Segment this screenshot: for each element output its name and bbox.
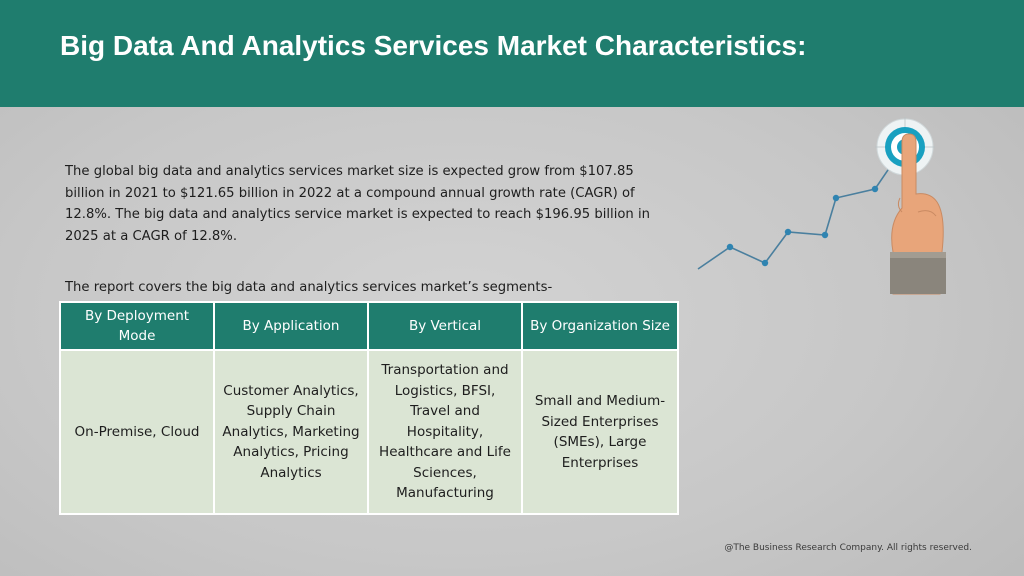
segments-intro: The report covers the big data and analy… [65, 280, 553, 295]
cell-vertical: Transportation and Logistics, BFSI, Trav… [367, 349, 523, 515]
table-header-row: By Deployment Mode By Application By Ver… [59, 301, 679, 351]
copyright-footer: @The Business Research Company. All righ… [724, 543, 972, 553]
growth-graphic [697, 117, 946, 295]
cell-deployment-mode: On-Premise, Cloud [59, 349, 215, 515]
segments-table: By Deployment Mode By Application By Ver… [59, 301, 679, 515]
cell-organization-size: Small and Medium-Sized Enterprises (SMEs… [521, 349, 679, 515]
page-title: Big Data And Analytics Services Market C… [60, 30, 807, 61]
table-row: On-Premise, Cloud Customer Analytics, Su… [59, 349, 679, 515]
header-deployment-mode: By Deployment Mode [59, 301, 215, 351]
growth-line-icon [697, 144, 906, 270]
cell-application: Customer Analytics, Supply Chain Analyti… [213, 349, 369, 515]
pointing-hand-icon [890, 133, 946, 295]
header-vertical: By Vertical [367, 301, 523, 351]
header-application: By Application [213, 301, 369, 351]
market-size-paragraph: The global big data and analytics servic… [65, 164, 650, 244]
title-bar: Big Data And Analytics Services Market C… [0, 0, 1024, 107]
header-organization-size: By Organization Size [521, 301, 679, 351]
